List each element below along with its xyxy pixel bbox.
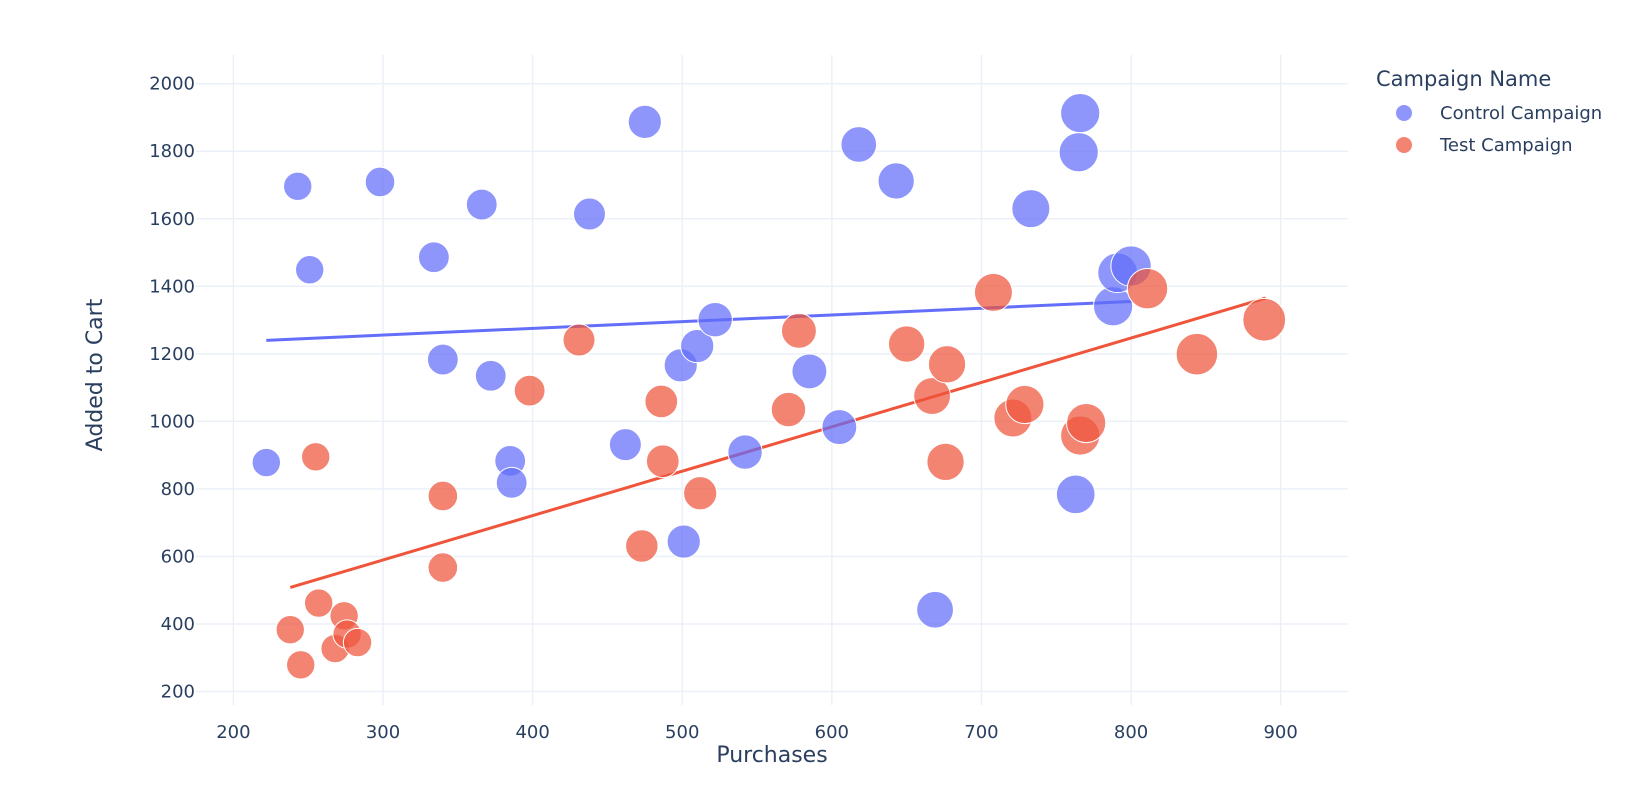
x-axis-ticks: 200 300 400 500 600 700 800 900 bbox=[216, 722, 1298, 743]
test-campaign-point bbox=[300, 442, 331, 472]
control-campaign-point bbox=[697, 302, 733, 338]
test-campaign-point bbox=[303, 588, 334, 618]
test-campaign-point bbox=[342, 627, 373, 658]
control-campaign-point bbox=[364, 166, 396, 198]
control-campaign-point bbox=[877, 162, 915, 200]
control-campaign-point bbox=[680, 328, 715, 364]
x-tick-label: 500 bbox=[665, 722, 699, 743]
y-tick-label: 800 bbox=[161, 479, 195, 500]
x-tick-label: 900 bbox=[1263, 722, 1297, 743]
test-campaign-point bbox=[1066, 402, 1107, 444]
test-campaign-point bbox=[1175, 332, 1219, 376]
y-tick-label: 1800 bbox=[149, 141, 195, 162]
test-campaign-point bbox=[780, 312, 817, 349]
control-campaign-point bbox=[572, 197, 606, 231]
test-campaign-point bbox=[427, 480, 459, 512]
y-tick-label: 1400 bbox=[149, 276, 195, 297]
control-campaign-point bbox=[666, 524, 701, 559]
y-tick-label: 200 bbox=[161, 681, 195, 702]
test-campaign-point bbox=[683, 476, 718, 511]
control-campaign-point bbox=[627, 104, 662, 139]
test-campaign-point bbox=[625, 529, 659, 563]
test-campaign-point bbox=[887, 325, 926, 363]
control-campaign-point bbox=[840, 126, 878, 163]
control-campaign-point bbox=[821, 409, 858, 446]
legend: Campaign Name Control Campaign Test Campa… bbox=[1376, 67, 1602, 156]
test-campaign-trendline bbox=[289, 296, 1267, 589]
test-campaign-point bbox=[513, 374, 546, 407]
test-campaign-point bbox=[644, 384, 679, 419]
y-tick-label: 1200 bbox=[149, 344, 195, 365]
x-axis-title: Purchases bbox=[716, 743, 827, 768]
test-campaign-point bbox=[927, 345, 967, 384]
control-campaign-point bbox=[495, 466, 528, 499]
grid-lines bbox=[196, 55, 1348, 705]
control-campaign-point bbox=[1011, 189, 1051, 229]
x-tick-label: 600 bbox=[815, 722, 849, 743]
x-tick-label: 400 bbox=[515, 722, 549, 743]
control-campaign-point bbox=[608, 428, 642, 462]
control-campaign-point bbox=[474, 359, 507, 392]
test-campaign-point bbox=[770, 391, 807, 428]
test-campaign-point bbox=[1242, 297, 1287, 342]
test-campaign-point bbox=[275, 615, 305, 645]
control-campaign-point bbox=[1058, 132, 1099, 173]
test-campaign-point bbox=[973, 272, 1013, 312]
test-campaign-point bbox=[562, 323, 596, 357]
test-campaign-legend-label: Test Campaign bbox=[1439, 135, 1573, 156]
data-points bbox=[251, 92, 1287, 680]
test-campaign-legend-marker bbox=[1396, 137, 1412, 153]
test-campaign-point bbox=[1005, 384, 1045, 425]
test-campaign-point bbox=[427, 552, 459, 583]
x-tick-label: 700 bbox=[964, 722, 998, 743]
y-tick-label: 1000 bbox=[149, 411, 195, 432]
control-campaign-point bbox=[727, 434, 763, 470]
test-campaign-point bbox=[913, 377, 951, 415]
y-axis-ticks: 200 400 600 800 1000 1200 1400 1600 1800 2000 bbox=[149, 74, 195, 703]
control-campaign-point bbox=[791, 353, 828, 390]
test-campaign-point bbox=[645, 444, 680, 479]
control-campaign-point bbox=[295, 255, 325, 285]
control-campaign-legend-marker bbox=[1396, 105, 1412, 121]
y-tick-label: 400 bbox=[161, 614, 195, 635]
y-tick-label: 600 bbox=[161, 546, 195, 567]
control-campaign-legend-label: Control Campaign bbox=[1440, 103, 1602, 124]
y-tick-label: 2000 bbox=[149, 74, 195, 95]
control-campaign-point bbox=[417, 241, 450, 274]
control-campaign-point bbox=[465, 188, 498, 221]
control-campaign-point bbox=[1060, 92, 1101, 134]
test-campaign-point bbox=[286, 650, 316, 680]
control-campaign-point bbox=[916, 590, 954, 629]
control-campaign-point bbox=[426, 343, 459, 376]
control-campaign-point bbox=[283, 171, 313, 202]
y-tick-label: 1600 bbox=[149, 209, 195, 230]
control-campaign-point bbox=[1055, 474, 1096, 515]
control-campaign-point bbox=[251, 447, 282, 478]
x-tick-label: 800 bbox=[1114, 722, 1148, 743]
x-tick-label: 300 bbox=[366, 722, 400, 743]
x-tick-label: 200 bbox=[216, 722, 250, 743]
test-campaign-point bbox=[1126, 267, 1169, 310]
y-axis-title: Added to Cart bbox=[83, 298, 108, 451]
test-campaign-point bbox=[926, 442, 965, 482]
legend-title: Campaign Name bbox=[1376, 67, 1551, 91]
